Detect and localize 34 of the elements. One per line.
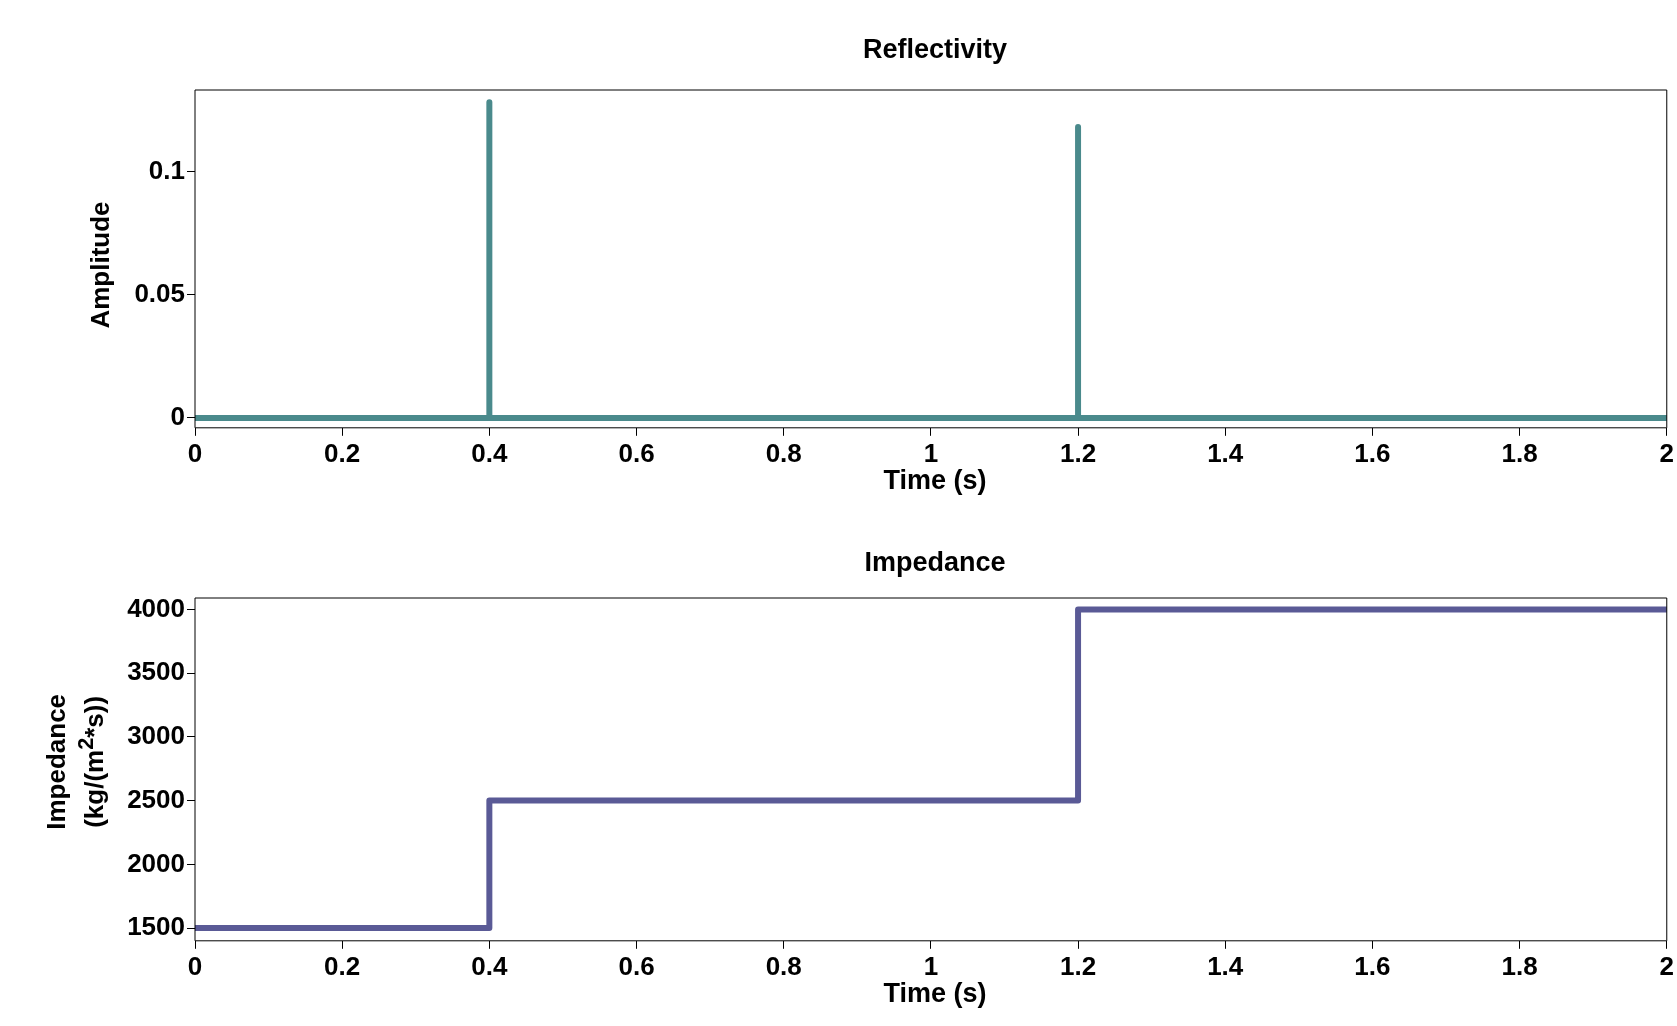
x-tick-label: 1.8: [1501, 950, 1538, 981]
y-tick-label: 0.1: [148, 154, 185, 185]
chart-title: Reflectivity: [861, 34, 1009, 65]
y-tick-label: 2000: [127, 847, 185, 878]
x-axis-title: Time (s): [883, 978, 987, 1008]
y-tick-label: 2500: [127, 783, 185, 814]
x-tick-label: 0.4: [471, 437, 508, 468]
x-tick-label: 0.8: [765, 437, 802, 468]
y-tick-label: 0.05: [134, 277, 185, 308]
x-tick-label: 0.8: [765, 950, 802, 981]
x-tick-label: 0.6: [618, 950, 655, 981]
x-axis-title: Time (s): [883, 465, 987, 495]
x-tick-label: 2: [1659, 950, 1674, 981]
x-tick-label: 1: [923, 950, 939, 981]
x-tick-label: 0.2: [324, 437, 361, 468]
x-tick-label: 1: [923, 437, 939, 468]
y-tick-label: 0: [170, 401, 185, 432]
x-tick-label: 1.6: [1354, 950, 1391, 981]
x-tick-label: 1.2: [1059, 437, 1097, 468]
y-tick-label: 3500: [127, 656, 185, 687]
x-tick-label: 0.4: [471, 950, 508, 981]
x-tick-label: 1.8: [1501, 437, 1538, 468]
x-tick-label: 0.6: [618, 437, 655, 468]
x-tick-label: 2: [1659, 437, 1674, 468]
y-tick-label: 4000: [127, 592, 185, 623]
x-tick-label: 0.2: [324, 950, 361, 981]
x-tick-label: 1.4: [1207, 950, 1244, 981]
x-tick-label: 1.6: [1354, 437, 1391, 468]
y-axis-title: Amplitude: [85, 200, 115, 331]
chart-title: Impedance: [863, 547, 1007, 578]
x-tick-label: 1.2: [1059, 950, 1097, 981]
y-tick-label: 1500: [127, 911, 185, 942]
y-tick-label: 3000: [127, 720, 185, 751]
x-tick-label: 1.4: [1207, 437, 1244, 468]
